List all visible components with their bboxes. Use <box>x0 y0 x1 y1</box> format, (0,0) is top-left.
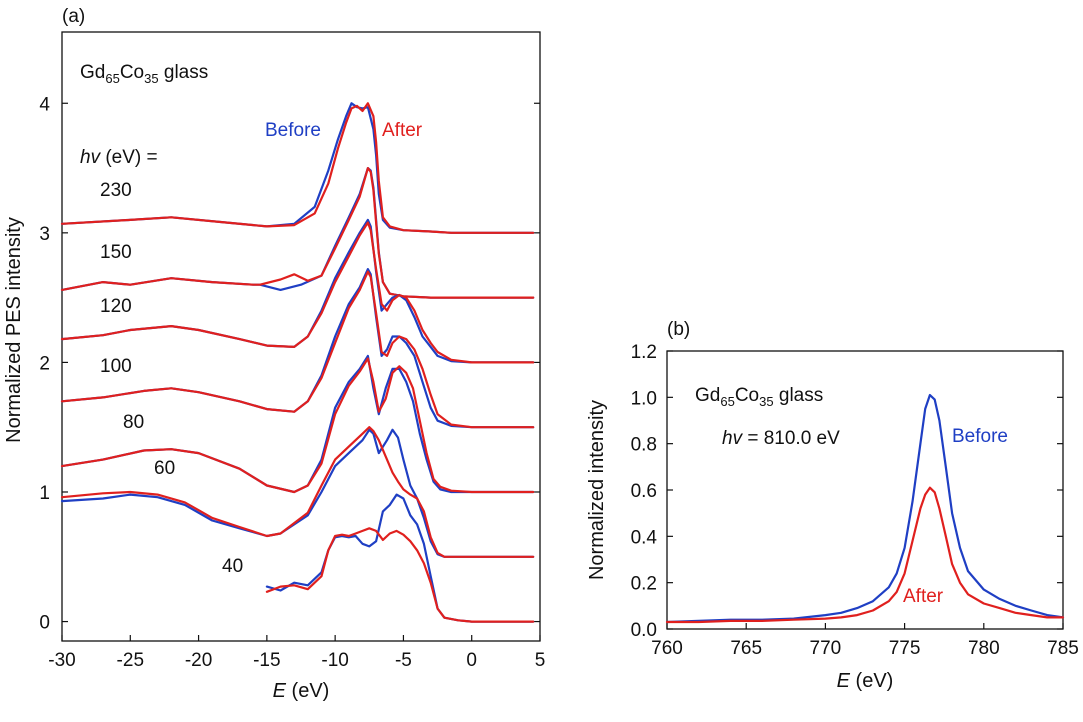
y-tick-label: 0.2 <box>631 574 657 595</box>
xas-after-line <box>665 486 1065 624</box>
panel-b: (b) 760 765 770 775 780 785 0.0 0.2 0.4 0.6 0.8 1.0… <box>586 319 1079 692</box>
offset-label-80: 80 <box>123 412 144 433</box>
y-tick-label: 0.0 <box>631 620 657 641</box>
panel-a-hv-label: hv (eV) = <box>80 147 158 168</box>
x-tick-label: 765 <box>730 638 762 659</box>
spectrum-230-after <box>60 102 535 234</box>
offset-label-150: 150 <box>100 242 132 263</box>
panel-a-ticks: -30 -25 -20 -15 -10 -5 0 5 0 1 2 3 4 <box>39 94 545 671</box>
offset-label-40: 40 <box>222 556 243 577</box>
y-tick-label: 2 <box>39 353 50 374</box>
panel-b-frame <box>666 350 1064 630</box>
spectrum-150-after <box>60 167 535 299</box>
y-tick-label: 1.0 <box>631 388 657 409</box>
x-tick-label: 0 <box>466 650 477 671</box>
y-tick-label: 1 <box>39 483 50 504</box>
x-tick-label: -30 <box>48 650 75 671</box>
panel-a-lines <box>60 102 535 623</box>
x-tick-label: 5 <box>535 650 546 671</box>
panel-b-hv-label: hv = 810.0 eV <box>722 428 840 449</box>
x-tick-label: 760 <box>651 638 683 659</box>
offset-label-100: 100 <box>100 356 132 377</box>
panel-a-label: (a) <box>62 6 85 27</box>
panel-b-ticks: 760 765 770 775 780 785 0.0 0.2 0.4 0.6 0.8 1.0 1.2 <box>631 342 1079 659</box>
panel-b-sample-label: Gd65Co35 glass <box>695 385 823 409</box>
spectrum-80-after <box>60 357 535 494</box>
spectrum-60-before <box>60 428 535 558</box>
spectrum-60-after <box>60 426 535 558</box>
x-tick-label: 770 <box>810 638 842 659</box>
x-tick-label: -15 <box>253 650 280 671</box>
panel-b-y-axis-title: Normalized intensity <box>586 400 608 580</box>
spectrum-40-after <box>265 527 535 623</box>
panel-a-x-axis-title: E (eV) <box>273 680 330 702</box>
x-tick-label: 775 <box>889 638 921 659</box>
x-tick-label: -10 <box>321 650 348 671</box>
y-tick-label: 1.2 <box>631 342 657 363</box>
xas-before-line <box>665 393 1065 624</box>
panel-a-after-label: After <box>382 120 423 141</box>
offset-label-120: 120 <box>100 296 132 317</box>
panel-b-x-axis-title: E (eV) <box>837 670 894 692</box>
x-tick-label: -5 <box>395 650 412 671</box>
panel-a-frame <box>61 31 541 642</box>
y-tick-label: 3 <box>39 224 50 245</box>
spectrum-100-before <box>60 268 535 429</box>
panel-b-before-label: Before <box>952 426 1008 447</box>
x-tick-label: 785 <box>1047 638 1079 659</box>
y-tick-label: 0.4 <box>631 527 658 548</box>
y-tick-label: 0.6 <box>631 481 657 502</box>
offset-label-230: 230 <box>100 180 132 201</box>
spectrum-120-after <box>60 221 535 364</box>
panel-b-label: (b) <box>667 319 690 340</box>
panel-a-y-axis-title: Normalized PES intensity <box>3 217 25 443</box>
panel-b-lines <box>665 393 1065 624</box>
spectrum-120-before <box>60 218 535 364</box>
y-tick-label: 0.8 <box>631 435 657 456</box>
panel-a: (a) -30 -25 -20 -15 -10 -5 0 5 0 1 2 3 4 Gd65Co35 gl… <box>3 6 545 702</box>
panel-a-before-label: Before <box>265 120 321 141</box>
panel-b-after-label: After <box>903 586 944 607</box>
panel-a-sample-label: Gd65Co35 glass <box>80 62 208 86</box>
x-tick-label: -25 <box>117 650 144 671</box>
x-tick-label: -20 <box>185 650 212 671</box>
y-tick-label: 4 <box>39 94 50 115</box>
y-tick-label: 0 <box>39 613 50 634</box>
x-tick-label: 780 <box>968 638 1000 659</box>
spectrum-100-after <box>60 270 535 429</box>
offset-label-60: 60 <box>154 458 175 479</box>
